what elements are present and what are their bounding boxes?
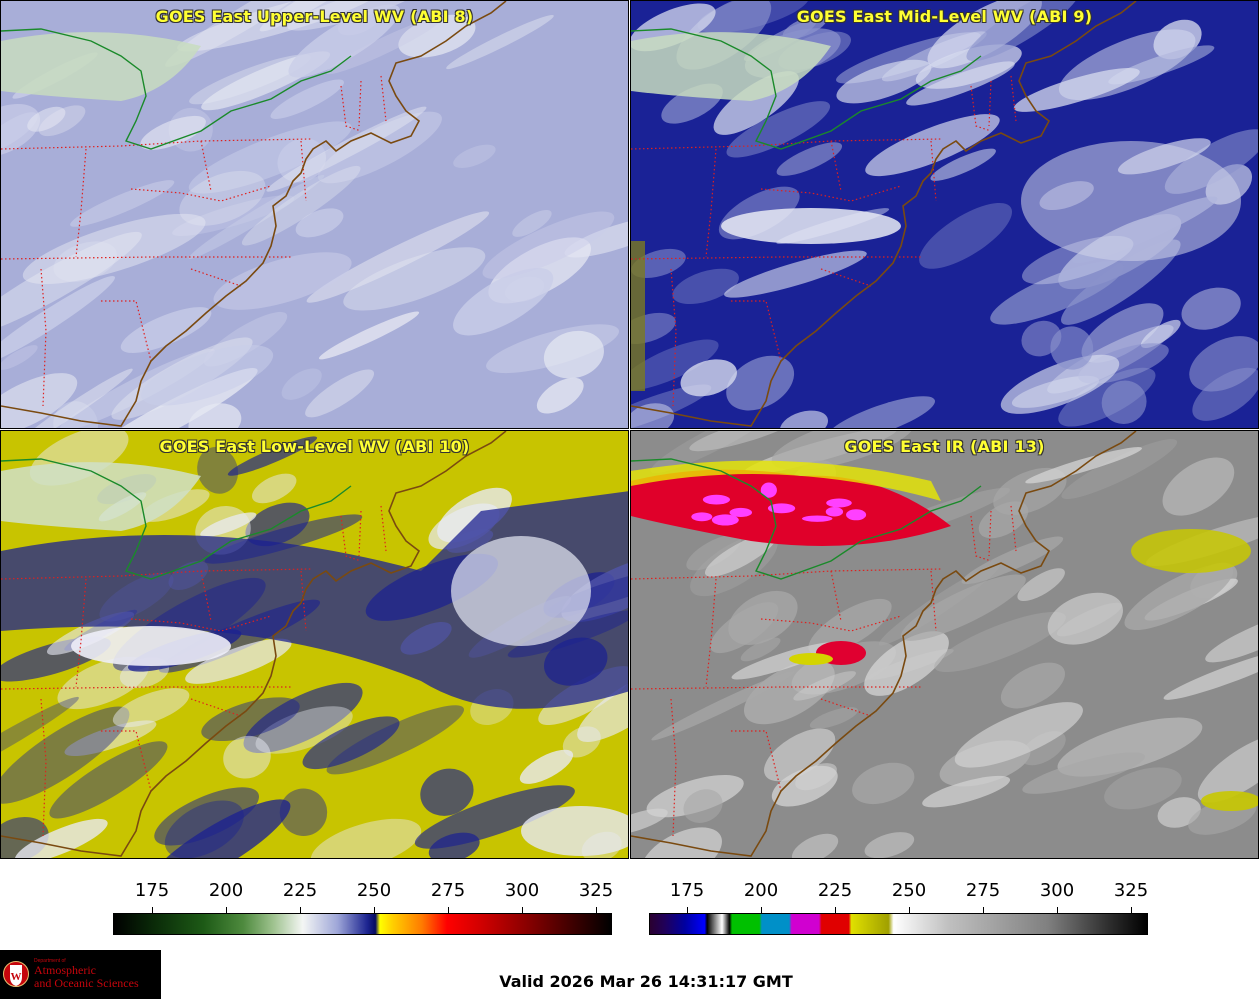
- ir-tick-label: 300: [1039, 880, 1075, 901]
- wv-colorbar-gradient: [113, 913, 612, 935]
- panel-low-level-wv: GOES East Low-Level WV (ABI 10): [0, 430, 629, 859]
- panel-title: GOES East Upper-Level WV (ABI 8): [155, 7, 474, 26]
- wv-tick-label: 225: [282, 880, 318, 901]
- wv-tick-label: 200: [208, 880, 244, 901]
- panel-upper-level-wv: GOES East Upper-Level WV (ABI 8): [0, 0, 629, 429]
- cold-cloud-region: [631, 460, 1258, 811]
- cold-cloud-region: [1, 462, 628, 856]
- ir-tick-label: 250: [891, 880, 927, 901]
- ir-tick-label: 275: [965, 880, 1001, 901]
- logo-line-atmospheric: Atmospheric: [34, 963, 96, 977]
- map-borders: [631, 431, 1137, 857]
- panel-mid-level-wv: GOES East Mid-Level WV (ABI 9): [630, 0, 1259, 429]
- logo-name-text: Atmospheric and Oceanic Sciences: [34, 964, 139, 990]
- svg-text:W: W: [11, 971, 22, 983]
- panel-title: GOES East IR (ABI 13): [844, 437, 1045, 456]
- cold-cloud-region: [631, 32, 1241, 391]
- mid-level-wv-map: [631, 1, 1258, 428]
- panel-title: GOES East Low-Level WV (ABI 10): [159, 437, 470, 456]
- low-level-wv-map: [1, 431, 628, 858]
- wv-tick-label: 175: [134, 880, 170, 901]
- map-borders: [1, 1, 507, 427]
- cloud-texture: [1, 1, 628, 428]
- upper-level-wv-map: [1, 1, 628, 428]
- uw-crest-icon: W: [3, 961, 29, 987]
- aos-logo: W Department of Atmospheric and Oceanic …: [0, 950, 161, 999]
- cold-cloud-region: [1, 32, 201, 101]
- panel-ir: GOES East IR (ABI 13): [630, 430, 1259, 859]
- logo-department-text: Department of: [34, 958, 66, 964]
- logo-line-oceanic: and Oceanic Sciences: [34, 976, 139, 990]
- ir-tick-label: 225: [817, 880, 853, 901]
- ir-map: [631, 431, 1258, 858]
- panel-title: GOES East Mid-Level WV (ABI 9): [796, 7, 1093, 26]
- map-borders: [1, 431, 507, 857]
- wv-tick-label: 300: [504, 880, 540, 901]
- ir-tick-label: 200: [743, 880, 779, 901]
- ir-tick-label: 325: [1113, 880, 1149, 901]
- wv-tick-label: 250: [356, 880, 392, 901]
- valid-time: Valid 2026 Mar 26 14:31:17 GMT: [499, 972, 793, 991]
- ir-tick-label: 175: [669, 880, 705, 901]
- wv-tick-label: 325: [578, 880, 614, 901]
- wv-tick-label: 275: [430, 880, 466, 901]
- ir-colorbar-gradient: [649, 913, 1148, 935]
- map-borders: [631, 1, 1137, 427]
